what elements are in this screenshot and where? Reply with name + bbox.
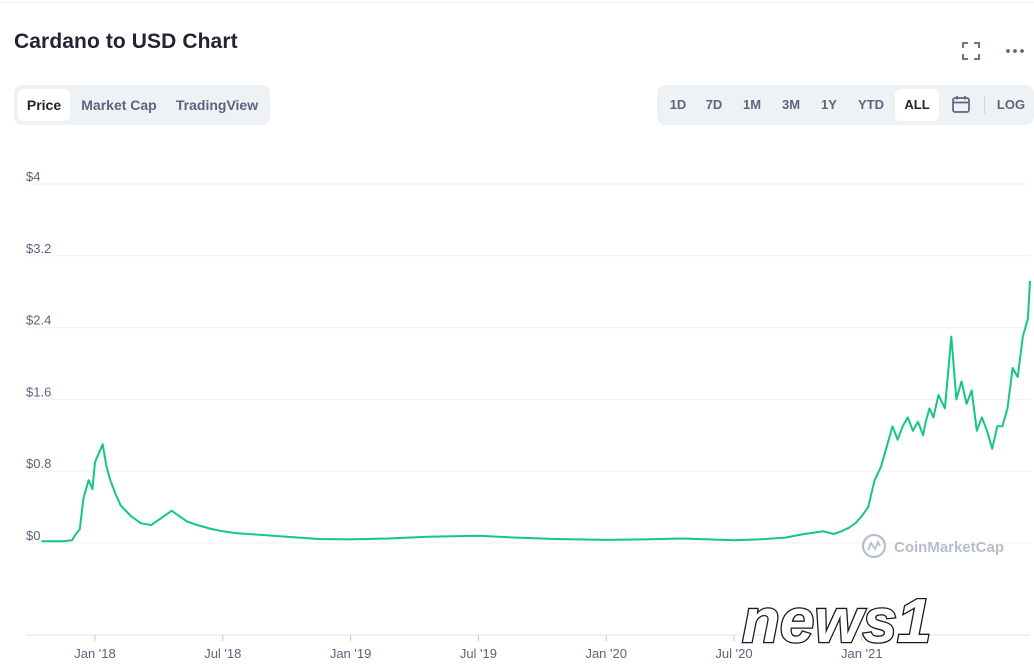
- tab-tradingview[interactable]: TradingView: [175, 97, 259, 113]
- x-tick-label: Jul '20: [715, 646, 752, 661]
- chart-grid: [26, 183, 1030, 636]
- range-ytd-button[interactable]: YTD: [858, 97, 884, 112]
- y-tick-label: $0: [26, 528, 40, 543]
- range-all-button[interactable]: ALL: [895, 89, 939, 121]
- x-axis-ticks: Jan '18 Jul '18 Jan '19 Jul '19 Jan '20 Jul '…: [74, 635, 883, 661]
- x-tick-label: Jul '19: [460, 646, 497, 661]
- range-1d-button[interactable]: 1D: [669, 97, 687, 112]
- overlay-logo: news1: [741, 586, 933, 658]
- x-tick-label: Jul '18: [204, 646, 241, 661]
- coinmarketcap-logo-icon: [861, 533, 887, 559]
- log-scale-button[interactable]: LOG: [996, 97, 1026, 112]
- more-options-icon[interactable]: [1004, 40, 1026, 62]
- y-tick-label: $0.8: [26, 456, 51, 471]
- time-range-selector: 1D 7D 1M 3M 1Y YTD ALL LOG: [657, 85, 1034, 125]
- overlay-logo-text: news1: [742, 587, 932, 656]
- range-3m-button[interactable]: 3M: [781, 97, 801, 112]
- x-tick-label: Jan '19: [330, 646, 372, 661]
- watermark-text: CoinMarketCap: [894, 539, 1004, 556]
- y-tick-label: $1.6: [26, 384, 51, 399]
- range-separator: [984, 96, 985, 114]
- x-tick-label: Jan '20: [585, 646, 627, 661]
- fullscreen-icon[interactable]: [960, 40, 982, 62]
- tab-price[interactable]: Price: [18, 89, 70, 121]
- y-tick-label: $3.2: [26, 241, 51, 256]
- watermark: CoinMarketCap: [861, 533, 1004, 559]
- y-axis-ticks: $0 $0.8 $1.6 $2.4 $3.2 $4: [26, 169, 51, 543]
- price-series-line: [41, 280, 1031, 543]
- x-tick-label: Jan '21: [841, 646, 883, 661]
- view-tabs: Price Market Cap TradingView: [14, 85, 270, 125]
- top-divider: [0, 2, 1034, 3]
- range-1y-button[interactable]: 1Y: [821, 97, 837, 112]
- range-7d-button[interactable]: 7D: [705, 97, 723, 112]
- range-1m-button[interactable]: 1M: [742, 97, 762, 112]
- calendar-icon[interactable]: [947, 89, 975, 121]
- tab-market-cap[interactable]: Market Cap: [81, 97, 157, 113]
- x-tick-label: Jan '18: [74, 646, 116, 661]
- y-tick-label: $2.4: [26, 313, 51, 328]
- chart-title: Cardano to USD Chart: [14, 30, 238, 53]
- y-tick-label: $4: [26, 169, 40, 184]
